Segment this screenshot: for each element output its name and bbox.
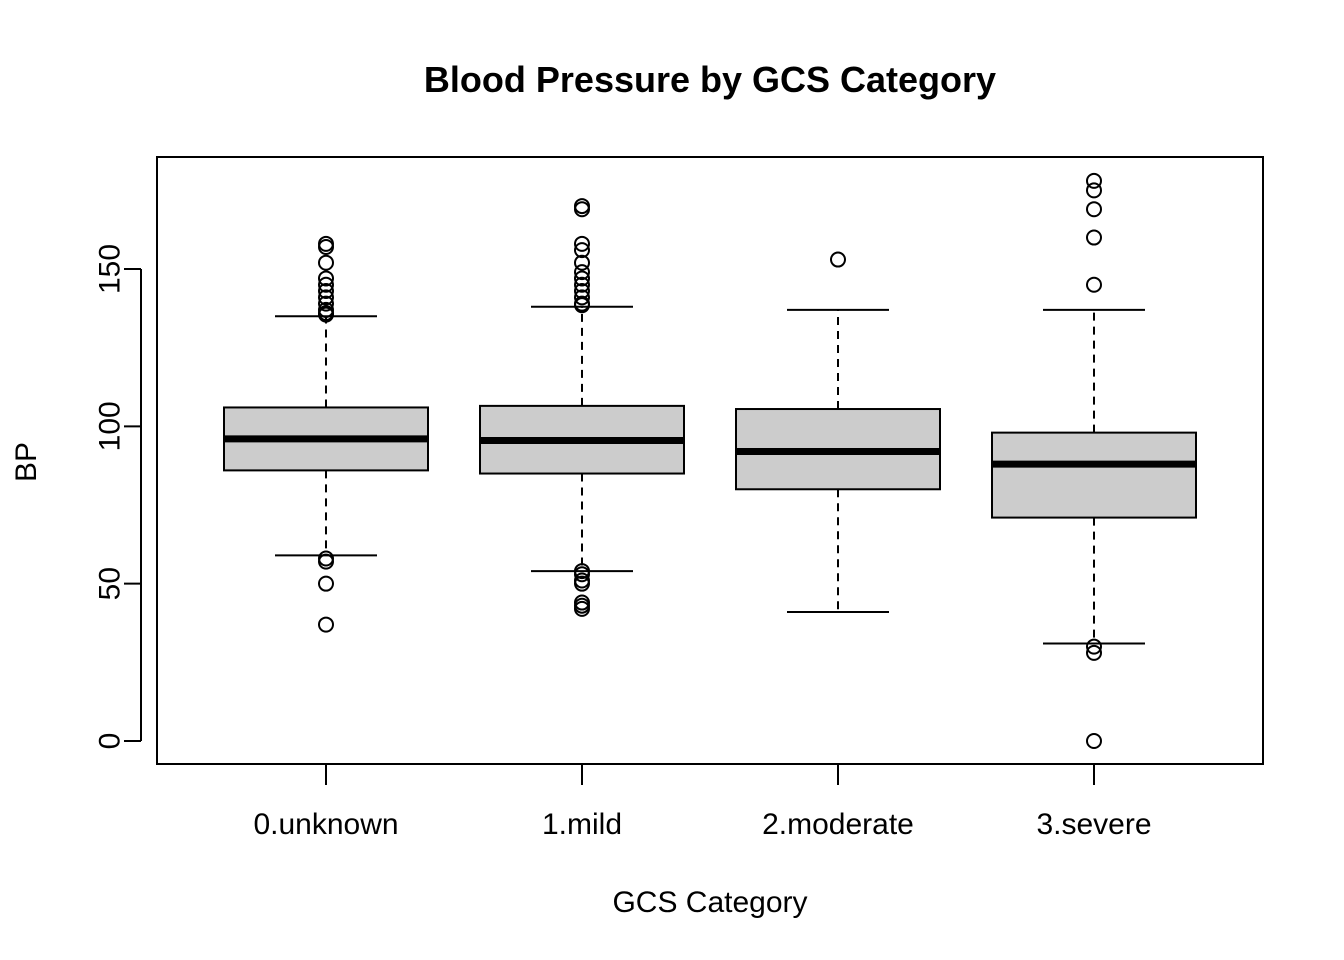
- outlier-point: [574, 566, 590, 583]
- outlier-point: [574, 254, 590, 271]
- box: [991, 431, 1197, 519]
- y-tick-label: 100: [94, 401, 127, 451]
- outlier-point: [574, 242, 590, 259]
- outlier-point: [1086, 172, 1102, 189]
- x-tick-label: 1.mild: [542, 808, 622, 841]
- y-tick-label: 0: [94, 733, 127, 750]
- plot-frame: [156, 156, 1264, 765]
- outlier-point: [574, 597, 590, 614]
- outlier-point: [318, 235, 334, 252]
- x-tick-label: 3.severe: [1036, 808, 1151, 841]
- outlier-point: [318, 238, 334, 255]
- outlier-point: [318, 270, 334, 287]
- x-axis-label: GCS Category: [612, 886, 807, 919]
- outlier-point: [318, 616, 334, 633]
- outlier-point: [1086, 638, 1102, 655]
- chart-title: Blood Pressure by GCS Category: [424, 59, 996, 100]
- outlier-point: [1086, 276, 1102, 293]
- outlier-point: [318, 553, 334, 570]
- outlier-point: [574, 235, 590, 252]
- outlier-point: [318, 550, 334, 567]
- y-tick-label: 50: [94, 567, 127, 600]
- outlier-point: [318, 575, 334, 592]
- outlier-point: [1086, 644, 1102, 661]
- outlier-point: [1086, 229, 1102, 246]
- outlier-point: [318, 254, 334, 271]
- outlier-point: [574, 600, 590, 617]
- outlier-point: [318, 276, 334, 293]
- outlier-point: [574, 575, 590, 592]
- chart-marks: 0 50 100 150 0.unknown 1.mild 2.moderate 3.seve…: [94, 172, 1197, 841]
- outlier-point: [574, 289, 590, 306]
- outlier-point: [318, 295, 334, 312]
- outlier-point: [1086, 182, 1102, 199]
- outlier-point: [574, 201, 590, 218]
- outlier-point: [574, 276, 590, 293]
- y-tick-label: 150: [94, 244, 127, 294]
- outlier-point: [574, 264, 590, 281]
- outlier-point: [318, 283, 334, 300]
- outlier-point: [574, 297, 590, 314]
- outlier-point: [318, 306, 334, 323]
- outlier-point: [574, 198, 590, 215]
- outlier-point: [1086, 733, 1102, 749]
- x-tick-label: 0.unknown: [253, 808, 398, 841]
- y-axis-label: BP: [10, 442, 43, 482]
- outlier-point: [574, 270, 590, 287]
- x-tick-label: 2.moderate: [762, 808, 914, 841]
- outlier-point: [830, 251, 846, 268]
- outlier-point: [318, 289, 334, 306]
- outlier-point: [1086, 201, 1102, 218]
